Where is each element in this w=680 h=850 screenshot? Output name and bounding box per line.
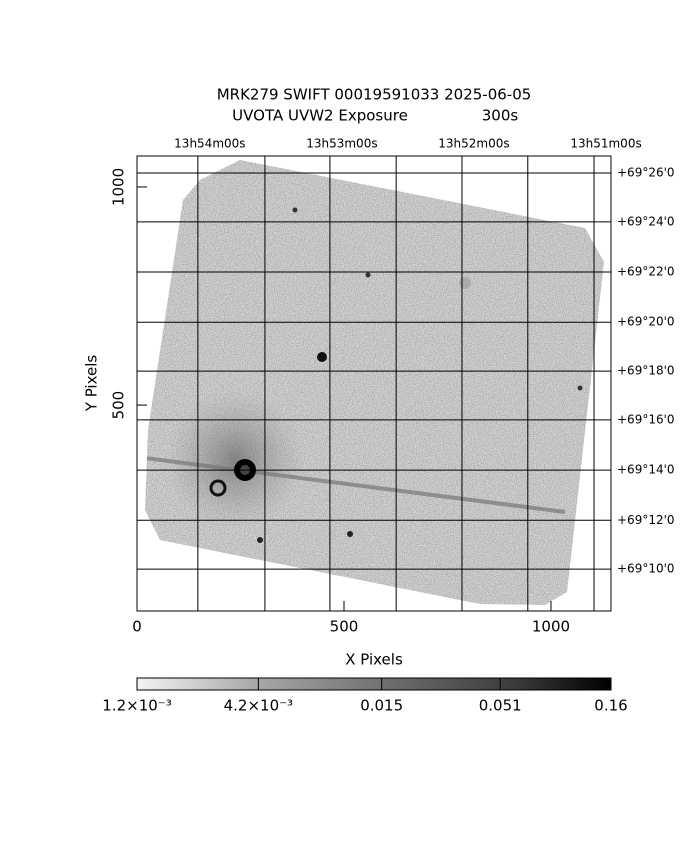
dec-tick-label: +69°22'0 — [617, 265, 675, 279]
ra-tick-label: 13h51m00s — [570, 137, 641, 151]
dec-tick-label: +69°26'0 — [617, 166, 675, 180]
colorbar-tick-label: 1.2×10⁻³ — [102, 697, 171, 715]
y-tick-label: 500 — [110, 391, 128, 420]
ra-tick-label: 13h52m00s — [438, 137, 509, 151]
dec-tick-label: +69°18'0 — [617, 364, 675, 378]
y-axis-label: Y Pixels — [83, 355, 101, 413]
chart-title: MRK279 SWIFT 00019591033 2025-06-05 — [217, 86, 532, 104]
dec-tick-label: +69°14'0 — [617, 463, 675, 477]
dec-tick-label: +69°10'0 — [617, 562, 675, 576]
x-tick-label: 500 — [330, 618, 359, 636]
colorbar — [136, 677, 612, 691]
exposure-time: 300s — [482, 107, 519, 125]
y-tick-label: 1000 — [110, 168, 128, 206]
x-tick-label: 0 — [132, 618, 142, 636]
colorbar-tick-label: 0.051 — [479, 697, 522, 715]
dec-tick-label: +69°24'0 — [617, 214, 675, 228]
ra-tick-label: 13h53m00s — [306, 137, 377, 151]
plot-frame — [136, 155, 612, 612]
dec-tick-label: +69°12'0 — [617, 513, 675, 527]
ra-tick-label: 13h54m00s — [174, 137, 245, 151]
chart-subtitle: UVOTA UVW2 Exposure — [232, 107, 408, 125]
x-axis-label: X Pixels — [345, 651, 403, 669]
colorbar-tick-label: 0.16 — [594, 697, 627, 715]
dec-tick-label: +69°20'0 — [617, 315, 675, 329]
exposure-image — [145, 160, 604, 605]
dec-tick-label: +69°16'0 — [617, 412, 675, 426]
x-tick-label: 1000 — [532, 618, 570, 636]
colorbar-tick-label: 0.015 — [360, 697, 403, 715]
colorbar-tick-label: 4.2×10⁻³ — [224, 697, 293, 715]
